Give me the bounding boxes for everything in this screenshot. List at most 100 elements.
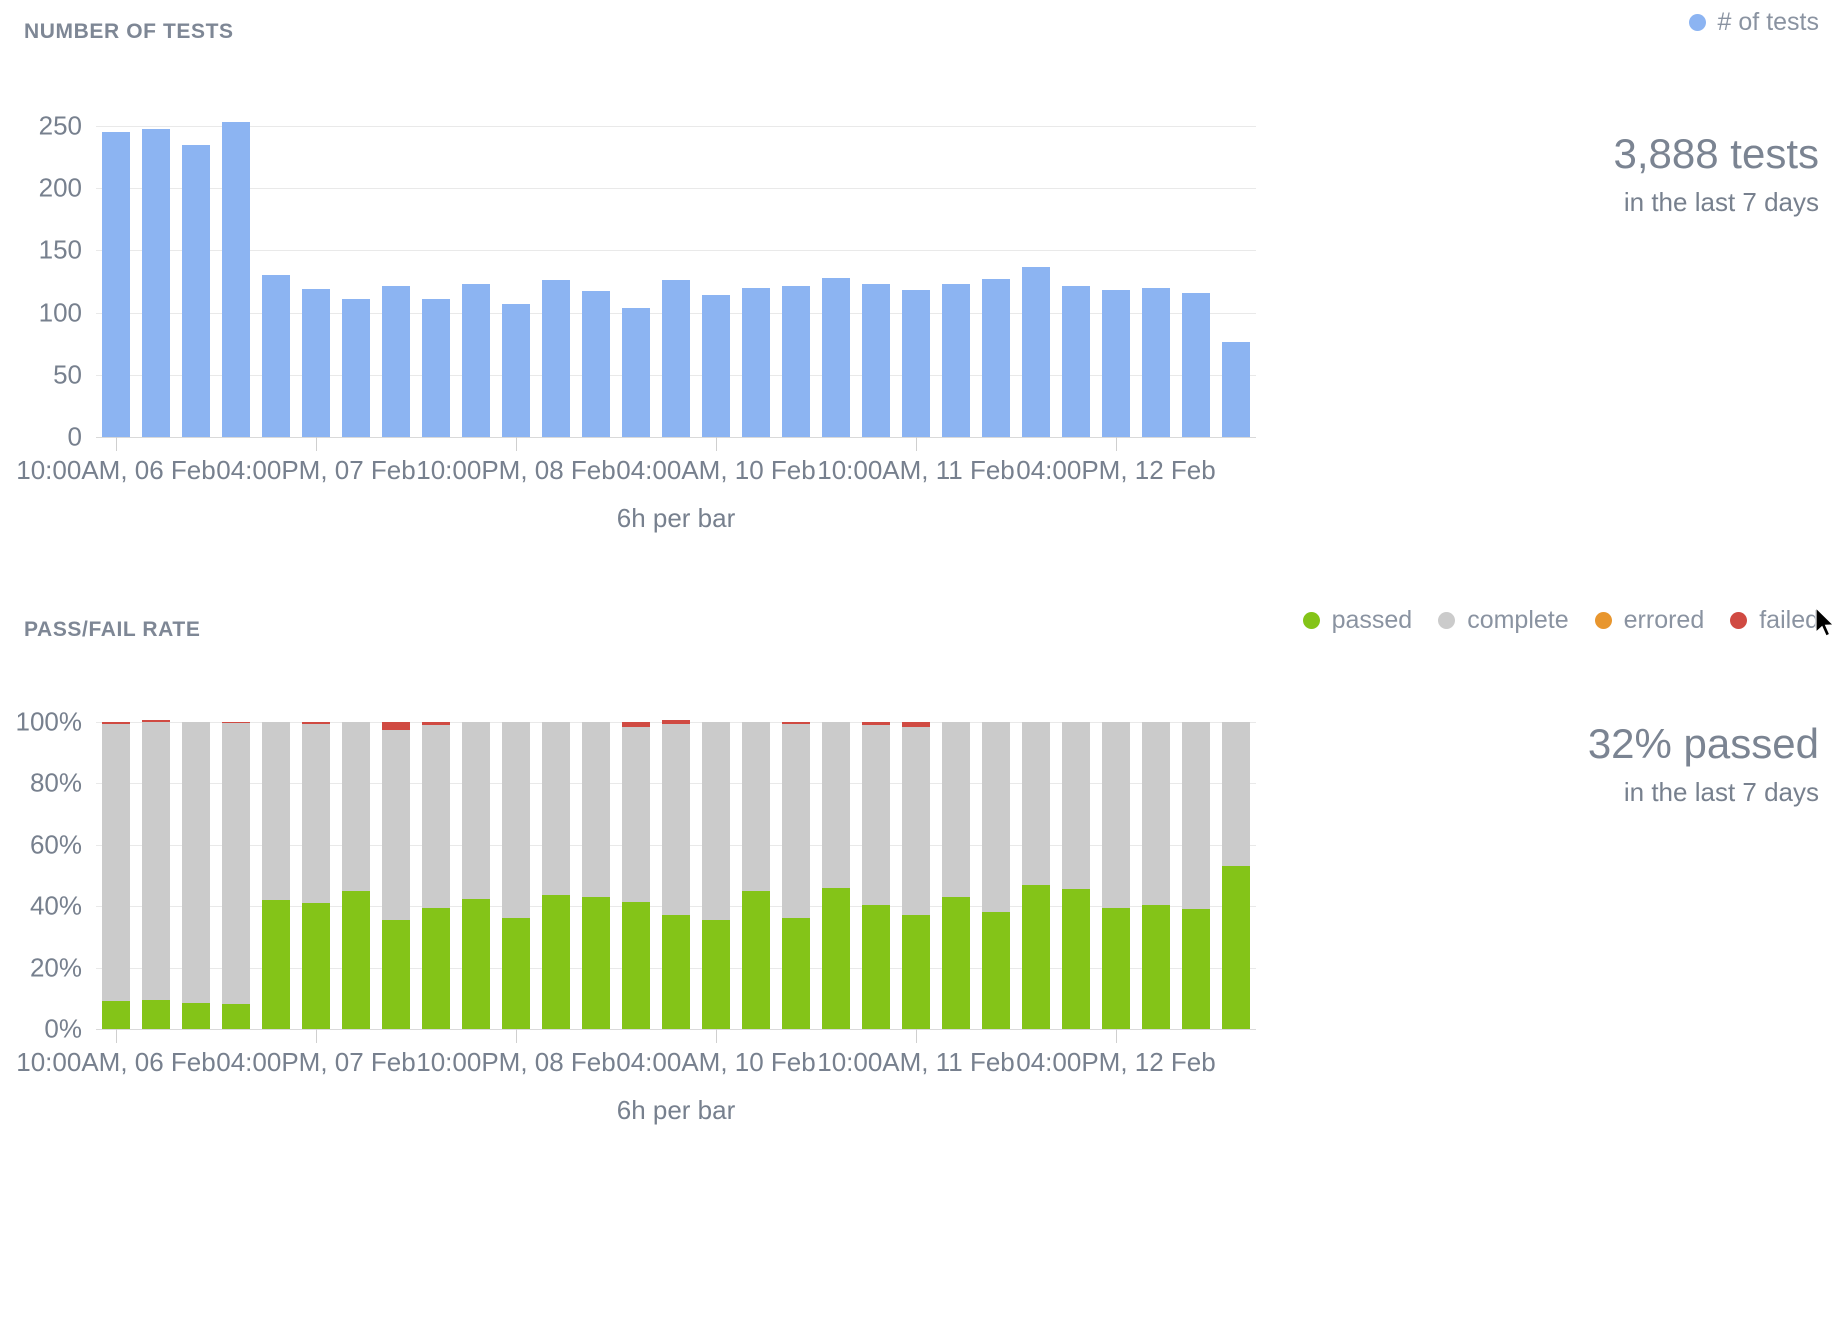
bar-segment-failed[interactable]	[222, 722, 250, 723]
bar-segment-passed[interactable]	[462, 898, 490, 1029]
bar-segment-passed[interactable]	[1222, 866, 1250, 1029]
bar-segment-complete[interactable]	[862, 725, 890, 905]
legend-item-complete[interactable]: complete	[1438, 606, 1569, 635]
bar[interactable]	[1182, 292, 1210, 437]
bar[interactable]	[782, 722, 810, 1029]
bar[interactable]	[582, 722, 610, 1029]
bar[interactable]	[382, 286, 410, 437]
bar-segment-passed[interactable]	[1182, 909, 1210, 1029]
bar-segment-failed[interactable]	[382, 722, 410, 730]
bar-segment-passed[interactable]	[622, 901, 650, 1029]
bar-segment-complete[interactable]	[382, 729, 410, 921]
bar[interactable]	[942, 284, 970, 437]
bar[interactable]	[942, 722, 970, 1029]
bar-segment-passed[interactable]	[582, 897, 610, 1029]
bar-segment-failed[interactable]	[302, 722, 330, 724]
bar-segment-complete[interactable]	[702, 722, 730, 921]
bar[interactable]	[622, 307, 650, 437]
bar-segment-complete[interactable]	[502, 722, 530, 919]
bar-segment-complete[interactable]	[102, 724, 130, 1002]
bar-segment-failed[interactable]	[662, 720, 690, 724]
bar[interactable]	[622, 722, 650, 1029]
bar[interactable]	[102, 722, 130, 1029]
bar-segment-complete[interactable]	[1142, 722, 1170, 905]
bar-segment-failed[interactable]	[422, 722, 450, 725]
bar-segment-complete[interactable]	[1222, 722, 1250, 867]
bar[interactable]	[1062, 286, 1090, 437]
bar[interactable]	[782, 286, 810, 437]
bar-segment-failed[interactable]	[862, 722, 890, 726]
bar[interactable]	[182, 144, 210, 437]
bar-segment-complete[interactable]	[662, 723, 690, 916]
bar[interactable]	[662, 280, 690, 437]
bar-segment-complete[interactable]	[1062, 722, 1090, 890]
bar[interactable]	[1102, 722, 1130, 1029]
bar-segment-complete[interactable]	[462, 722, 490, 899]
bar-segment-passed[interactable]	[422, 907, 450, 1029]
legend-item-failed[interactable]: failed	[1730, 606, 1819, 635]
bar[interactable]	[1022, 722, 1050, 1029]
bar[interactable]	[662, 720, 690, 1029]
bar-segment-complete[interactable]	[302, 723, 330, 904]
bar-segment-complete[interactable]	[1022, 722, 1050, 885]
bar[interactable]	[262, 275, 290, 437]
bar[interactable]	[262, 722, 290, 1029]
bar[interactable]	[1062, 722, 1090, 1029]
bar-segment-passed[interactable]	[382, 920, 410, 1029]
bar-segment-passed[interactable]	[302, 903, 330, 1029]
legend-item-errored[interactable]: errored	[1594, 606, 1704, 635]
bar[interactable]	[462, 284, 490, 437]
bar[interactable]	[1102, 290, 1130, 437]
bar[interactable]	[702, 722, 730, 1029]
bar-segment-passed[interactable]	[342, 890, 370, 1029]
bar-segment-complete[interactable]	[822, 722, 850, 888]
bar[interactable]	[742, 722, 770, 1029]
bar-segment-failed[interactable]	[622, 722, 650, 727]
bar-segment-passed[interactable]	[262, 900, 290, 1029]
bar-segment-passed[interactable]	[982, 912, 1010, 1029]
bar[interactable]	[862, 722, 890, 1029]
bar[interactable]	[422, 298, 450, 437]
bar[interactable]	[1142, 287, 1170, 437]
bar-segment-complete[interactable]	[342, 722, 370, 891]
bar[interactable]	[822, 277, 850, 437]
legend-item-passed[interactable]: passed	[1302, 606, 1412, 635]
bar-segment-complete[interactable]	[782, 723, 810, 919]
bar[interactable]	[982, 722, 1010, 1029]
bar-segment-passed[interactable]	[1142, 904, 1170, 1029]
bar-segment-passed[interactable]	[742, 890, 770, 1029]
bar-segment-complete[interactable]	[982, 722, 1010, 913]
bar[interactable]	[342, 722, 370, 1029]
bar-segment-complete[interactable]	[902, 726, 930, 916]
bar[interactable]	[382, 722, 410, 1029]
bar[interactable]	[222, 722, 250, 1029]
bar-segment-passed[interactable]	[902, 915, 930, 1029]
bar-segment-complete[interactable]	[942, 722, 970, 897]
bar-segment-complete[interactable]	[262, 722, 290, 901]
bar[interactable]	[142, 128, 170, 437]
bar[interactable]	[1182, 722, 1210, 1029]
bar[interactable]	[302, 722, 330, 1029]
bar-segment-failed[interactable]	[102, 722, 130, 725]
bar-segment-failed[interactable]	[142, 720, 170, 723]
bar[interactable]	[462, 722, 490, 1029]
bar[interactable]	[1222, 722, 1250, 1029]
bar-segment-passed[interactable]	[142, 999, 170, 1029]
bar[interactable]	[1142, 722, 1170, 1029]
bar[interactable]	[702, 295, 730, 437]
bar-segment-passed[interactable]	[702, 920, 730, 1029]
bar[interactable]	[342, 298, 370, 437]
bar-segment-passed[interactable]	[1102, 907, 1130, 1029]
bar[interactable]	[902, 722, 930, 1029]
bar[interactable]	[502, 303, 530, 437]
bar-segment-passed[interactable]	[1062, 889, 1090, 1029]
bar-segment-complete[interactable]	[742, 722, 770, 891]
bar-segment-passed[interactable]	[222, 1004, 250, 1029]
bar-segment-passed[interactable]	[502, 918, 530, 1029]
bar-segment-passed[interactable]	[862, 904, 890, 1029]
bar-segment-complete[interactable]	[142, 722, 170, 1000]
bar-segment-complete[interactable]	[542, 722, 570, 896]
bar[interactable]	[142, 720, 170, 1029]
bar-segment-passed[interactable]	[782, 918, 810, 1029]
bar[interactable]	[742, 287, 770, 437]
